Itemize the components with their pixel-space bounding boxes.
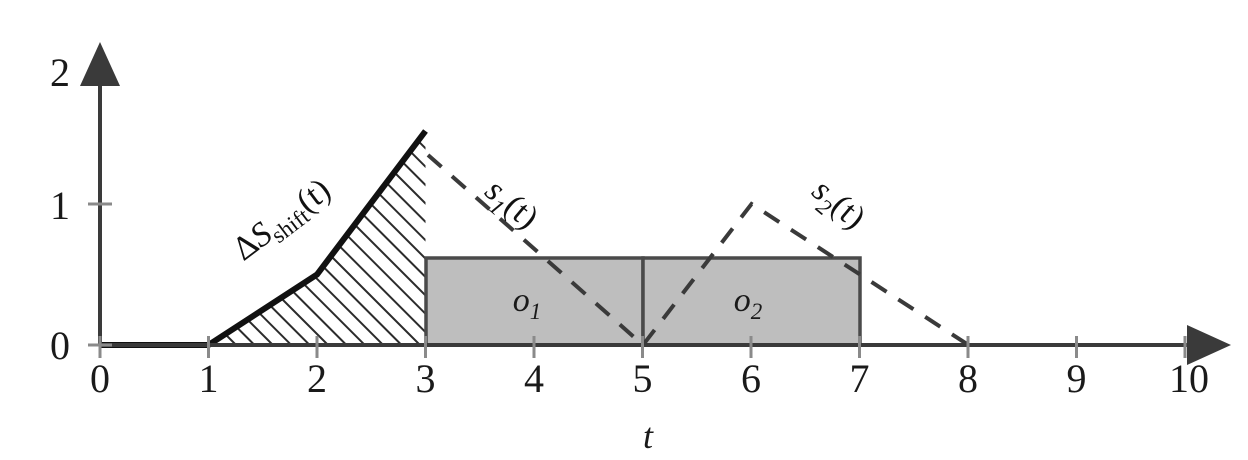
curve-label-s2: s2(t) bbox=[801, 172, 872, 241]
box-label-o1-sub: 1 bbox=[530, 299, 542, 324]
x-tick-label-1: 1 bbox=[199, 356, 219, 401]
x-tick-label-4: 4 bbox=[524, 356, 544, 401]
box-label-o1: o1 bbox=[513, 282, 542, 324]
box-label-o2-group: o2 bbox=[734, 282, 763, 324]
y-tick-label-0: 0 bbox=[50, 323, 70, 368]
x-tick-label-0: 0 bbox=[90, 356, 110, 401]
x-axis-label: t bbox=[643, 416, 654, 456]
x-tick-label-6: 6 bbox=[741, 356, 761, 401]
box-o2 bbox=[641, 256, 862, 347]
x-tick-label-7: 7 bbox=[850, 356, 870, 401]
x-tick-label-5: 5 bbox=[633, 356, 653, 401]
box-label-o1-group: o1 bbox=[513, 282, 542, 324]
x-tick-label-8: 8 bbox=[958, 356, 978, 401]
x-axis-ticks bbox=[98, 336, 1187, 358]
x-tick-label-10: 10 bbox=[1169, 356, 1209, 401]
axes bbox=[80, 42, 1231, 365]
y-axis-ticks bbox=[88, 202, 112, 347]
curve-label-delta-s-shift-group: ΔSshift(t) bbox=[226, 171, 340, 271]
occupancy-boxes bbox=[424, 256, 862, 347]
curve-label-delta-s-shift: ΔSshift(t) bbox=[226, 171, 340, 271]
box-label-o2: o2 bbox=[734, 282, 763, 324]
y-tick-label-1: 1 bbox=[50, 183, 70, 228]
curve-label-s2-group: s2(t) bbox=[801, 172, 872, 241]
box-label-o2-base: o bbox=[734, 282, 751, 319]
y-tick-label-2: 2 bbox=[50, 50, 70, 95]
s2-arg: (t) bbox=[824, 187, 872, 236]
box-label-o1-base: o bbox=[513, 282, 530, 319]
x-tick-label-9: 9 bbox=[1067, 356, 1087, 401]
x-tick-label-2: 2 bbox=[307, 356, 327, 401]
y-tick-labels: 0 1 2 bbox=[50, 50, 70, 368]
x-tick-labels: 0 1 2 3 4 5 6 7 8 9 10 bbox=[90, 356, 1209, 401]
x-tick-label-3: 3 bbox=[416, 356, 436, 401]
box-label-o2-sub: 2 bbox=[751, 299, 763, 324]
box-o1 bbox=[424, 256, 645, 347]
s1-arg: (t) bbox=[497, 187, 545, 236]
